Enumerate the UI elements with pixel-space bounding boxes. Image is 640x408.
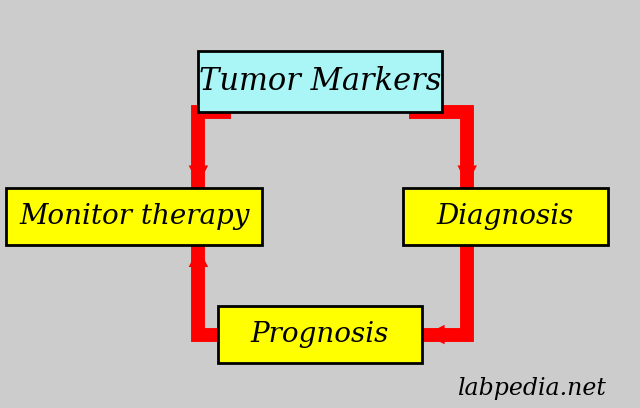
FancyBboxPatch shape xyxy=(6,188,262,245)
Text: Monitor therapy: Monitor therapy xyxy=(19,203,250,230)
Text: labpedia.net: labpedia.net xyxy=(457,377,605,400)
FancyBboxPatch shape xyxy=(218,306,422,363)
Text: Prognosis: Prognosis xyxy=(251,321,389,348)
FancyBboxPatch shape xyxy=(403,188,608,245)
FancyBboxPatch shape xyxy=(198,51,442,112)
Text: Tumor Markers: Tumor Markers xyxy=(199,66,441,97)
Text: Diagnosis: Diagnosis xyxy=(437,203,574,230)
